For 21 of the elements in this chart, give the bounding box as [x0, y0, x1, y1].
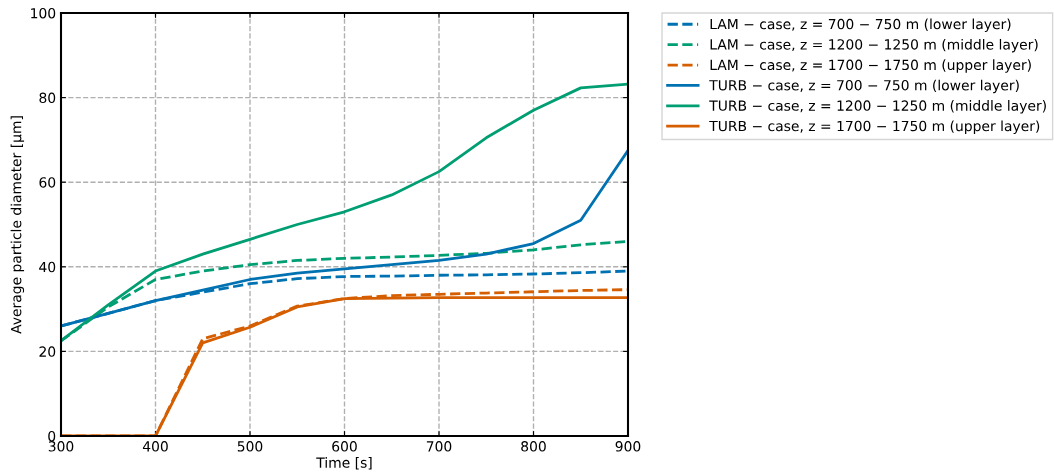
x-tick-label: 500: [237, 441, 263, 452]
legend-label: TURB − case, z = 1700 − 1750 m (upper layer): [709, 120, 1040, 134]
x-axis-title: Time [s]: [316, 457, 372, 470]
legend-label: TURB − case, z = 1200 − 1250 m (middle layer): [709, 100, 1046, 114]
y-tick-label: 20: [39, 346, 56, 357]
legend-label: TURB − case, z = 700 − 750 m (lower layer): [709, 79, 1019, 94]
y-tick-label: 80: [39, 92, 56, 104]
y-tick-label: 100: [31, 7, 56, 19]
x-tick-label: 300: [48, 441, 74, 452]
x-tick-label: 700: [426, 441, 452, 452]
legend-label: LAM − case, z = 1700 − 1750 m (upper layer): [710, 59, 1031, 73]
legend-label: LAM − case, z = 700 − 750 m (lower layer): [710, 18, 1011, 32]
x-tick-label: 600: [332, 441, 357, 452]
y-tick-label: 0: [48, 430, 56, 442]
x-tick-label: 900: [615, 441, 641, 452]
y-tick-label: 40: [39, 261, 56, 273]
x-tick-label: 800: [521, 441, 546, 452]
y-tick-label: 60: [39, 177, 56, 188]
x-tick-label: 400: [142, 441, 168, 452]
y-axis-title: Average particle diameter [µm]: [10, 116, 25, 334]
legend-label: LAM − case, z = 1200 − 1250 m (middle layer): [710, 38, 1038, 53]
